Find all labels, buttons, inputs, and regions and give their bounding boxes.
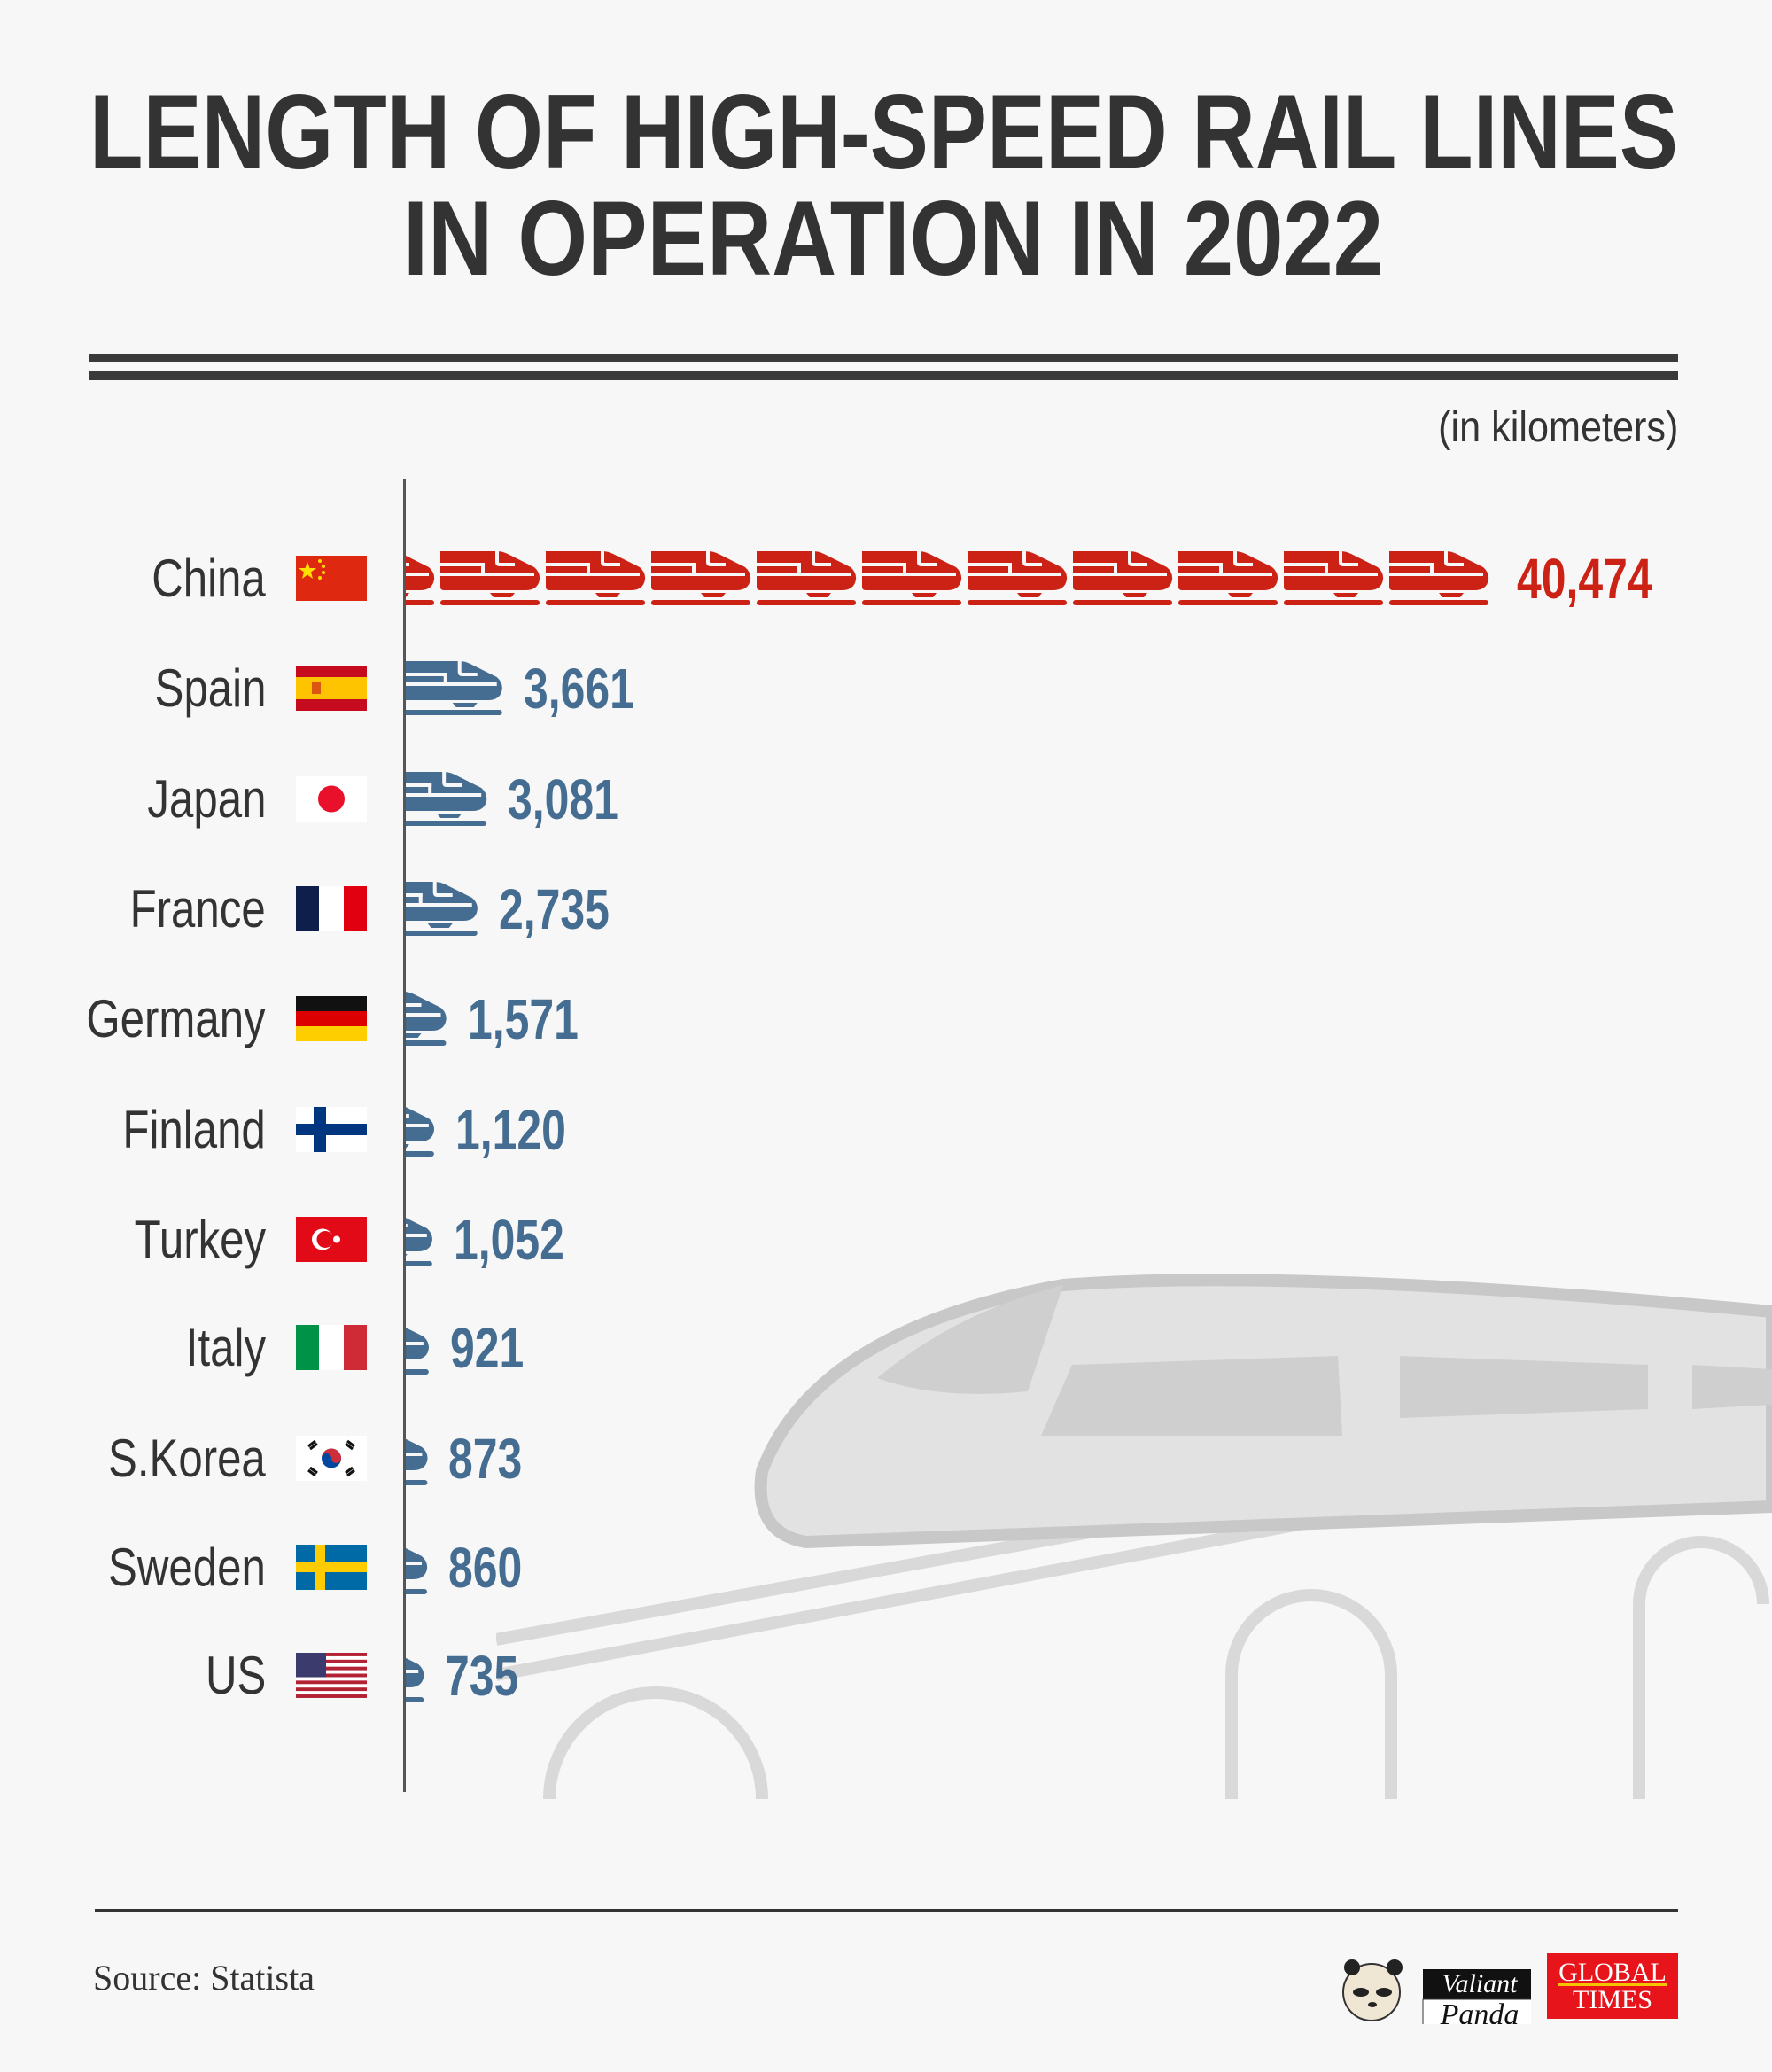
flag-spain-icon xyxy=(296,666,367,711)
flag-turkey-icon xyxy=(296,1217,367,1262)
train-icon xyxy=(1389,551,1489,605)
global-times-logo: GLOBAL TIMES xyxy=(1547,1953,1678,2019)
train-icon xyxy=(406,1107,434,1157)
title-line-2: IN OPERATION IN 2022 xyxy=(403,179,1383,298)
bar-sweden xyxy=(406,1547,428,1594)
flag-germany-icon xyxy=(296,996,367,1041)
train-icon xyxy=(406,1328,429,1375)
bar-turkey xyxy=(406,1218,432,1266)
country-label: Turkey xyxy=(134,1210,266,1269)
bar-row-germany: Germany 1,571 xyxy=(0,984,1772,1055)
bar-row-france: France 2,735 xyxy=(0,874,1772,945)
train-icon xyxy=(406,992,447,1046)
value-label: 921 xyxy=(449,1316,525,1380)
bar-row-spain: Spain 3,661 xyxy=(0,653,1772,724)
train-icon xyxy=(406,556,435,605)
country-label: Italy xyxy=(185,1318,266,1377)
train-icon xyxy=(968,551,1068,605)
svg-text:Panda: Panda xyxy=(1440,1998,1519,2024)
value-label: 1,571 xyxy=(467,987,579,1051)
bar-finland xyxy=(406,1107,434,1157)
bar-france xyxy=(406,882,478,936)
value-label: 860 xyxy=(448,1536,523,1600)
value-label: 873 xyxy=(448,1427,523,1491)
valiant-panda-logo: Valiant Panda xyxy=(1342,1959,1531,2024)
flag-finland-icon xyxy=(296,1107,367,1152)
country-label: France xyxy=(129,879,266,939)
bar-germany xyxy=(406,992,447,1046)
bar-spain xyxy=(406,661,502,715)
bar-row-us: US 735 xyxy=(0,1640,1772,1711)
value-label: 735 xyxy=(445,1644,519,1708)
svg-text:GLOBAL: GLOBAL xyxy=(1558,1958,1667,1987)
bar-row-turkey: Turkey 1,052 xyxy=(0,1204,1772,1275)
train-icon xyxy=(406,661,502,715)
page-title: LENGTH OF HIGH-SPEED RAIL LINES IN OPERA… xyxy=(89,73,1678,298)
flag-sweden-icon xyxy=(296,1545,367,1590)
bar-row-finland: Finland 1,120 xyxy=(0,1094,1772,1165)
country-label: S.Korea xyxy=(108,1429,266,1488)
svg-text:Valiant: Valiant xyxy=(1442,1969,1518,1998)
train-icon xyxy=(406,1657,424,1702)
train-icon xyxy=(406,882,478,936)
source-note: Source: Statista xyxy=(93,1958,315,1998)
flag-china-icon xyxy=(296,556,367,601)
title-divider-top xyxy=(89,354,1678,362)
country-label: Finland xyxy=(122,1100,266,1159)
train-watermark-illustration xyxy=(496,1274,1772,1799)
country-label: Sweden xyxy=(108,1538,266,1597)
train-icon xyxy=(406,772,487,826)
value-label: 40,474 xyxy=(1517,547,1652,611)
train-icon xyxy=(1284,551,1384,605)
bar-row-japan: Japan 3,081 xyxy=(0,764,1772,835)
train-icon xyxy=(757,551,857,605)
footer-divider xyxy=(95,1909,1678,1912)
country-label: US xyxy=(205,1646,266,1705)
bar-row-skorea: S.Korea 873 xyxy=(0,1423,1772,1494)
flag-us-icon xyxy=(296,1653,367,1698)
bar-china xyxy=(406,551,1489,605)
bar-italy xyxy=(406,1328,429,1375)
bar-japan xyxy=(406,772,487,826)
bar-row-sweden: Sweden 860 xyxy=(0,1532,1772,1603)
train-icon xyxy=(406,1218,432,1266)
bar-us xyxy=(406,1657,424,1702)
value-label: 3,081 xyxy=(508,767,619,831)
flag-italy-icon xyxy=(296,1325,367,1370)
value-label: 1,120 xyxy=(455,1098,566,1162)
train-icon xyxy=(651,551,751,605)
value-label: 2,735 xyxy=(498,877,610,941)
flag-japan-icon xyxy=(296,776,367,822)
flag-skorea-icon xyxy=(296,1436,367,1481)
bar-skorea xyxy=(406,1438,428,1485)
title-divider-bottom xyxy=(89,371,1678,380)
train-icon xyxy=(406,1547,428,1594)
country-label: Spain xyxy=(154,658,266,718)
train-icon xyxy=(546,551,646,605)
value-label: 1,052 xyxy=(453,1208,564,1272)
train-icon xyxy=(406,1438,428,1485)
value-label: 3,661 xyxy=(523,657,634,721)
country-label: Germany xyxy=(86,989,266,1048)
country-label: China xyxy=(152,549,266,608)
train-icon xyxy=(1073,551,1173,605)
train-icon xyxy=(862,551,962,605)
flag-france-icon xyxy=(296,886,367,931)
chart-axis-line xyxy=(403,479,406,1792)
bar-row-italy: Italy 921 xyxy=(0,1313,1772,1383)
country-label: Japan xyxy=(146,769,266,829)
train-icon xyxy=(1178,551,1278,605)
unit-note: (in kilometers) xyxy=(1437,404,1678,451)
svg-text:TIMES: TIMES xyxy=(1573,1985,1652,2014)
title-line-1: LENGTH OF HIGH-SPEED RAIL LINES xyxy=(89,73,1678,191)
train-icon xyxy=(440,551,540,605)
bar-row-china: China xyxy=(0,543,1772,614)
